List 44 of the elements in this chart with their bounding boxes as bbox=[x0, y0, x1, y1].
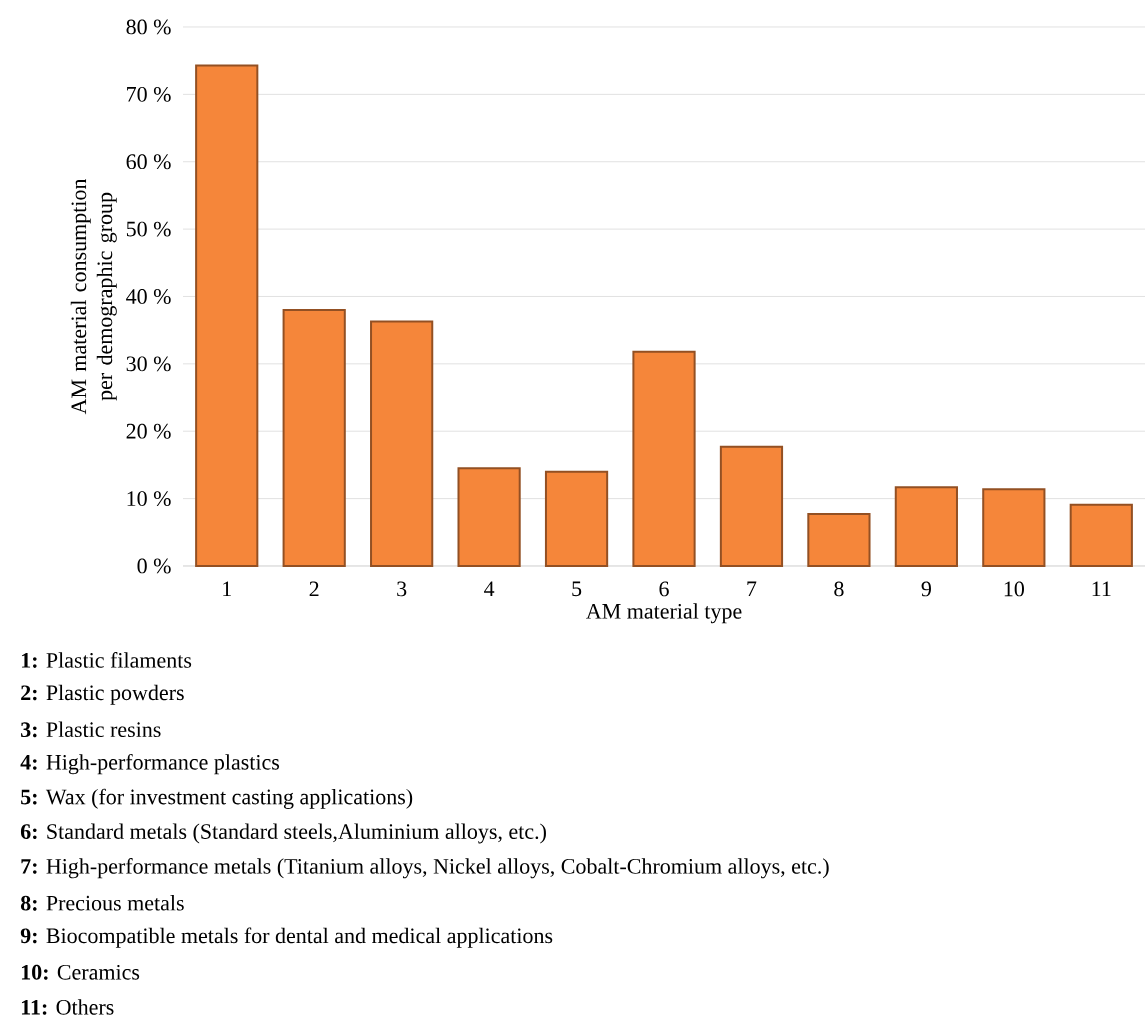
text: 11: Others bbox=[21, 999, 114, 1015]
bar bbox=[544, 470, 609, 567]
y-tick-label: 40 % bbox=[126, 289, 171, 304]
y-tick-label: 50 % bbox=[126, 221, 171, 237]
x-tick-label: 5 bbox=[572, 581, 582, 597]
y-axis-title: AM material consumption per demographic group bbox=[70, 178, 117, 415]
text: 8: Precious metals bbox=[20, 895, 184, 911]
text: 4: High-performance plastics bbox=[20, 753, 280, 775]
x-axis-title: AM material type bbox=[586, 603, 742, 624]
y-tick-label: 20 % bbox=[126, 423, 171, 439]
text: 7: High-performance metals (Titanium alloys, Nickel alloys, Cobalt-Chromium alloys, etc.) bbox=[21, 858, 829, 879]
bar bbox=[1069, 503, 1133, 567]
x-tick-label: 3 bbox=[397, 581, 407, 597]
x-tick-label: 4 bbox=[484, 581, 495, 596]
text: 1: Plastic filaments bbox=[21, 652, 192, 668]
bar bbox=[632, 350, 696, 567]
x-tick-label: 10 bbox=[1004, 581, 1024, 597]
bar bbox=[457, 467, 521, 567]
y-tick-label: 60 % bbox=[126, 154, 171, 170]
y-tick-label: 0 % bbox=[137, 558, 171, 574]
bar bbox=[195, 64, 259, 567]
y-tick-label: 30 % bbox=[126, 356, 171, 372]
x-tick-label: 2 bbox=[309, 581, 319, 597]
text: 5: Wax (for investment casting applications) bbox=[21, 788, 413, 809]
bar bbox=[807, 513, 871, 567]
x-tick-label: 11 bbox=[1092, 581, 1111, 597]
bar bbox=[719, 445, 784, 567]
x-tick-label: 9 bbox=[921, 581, 931, 597]
bar bbox=[370, 320, 434, 567]
y-tick-label: 10 % bbox=[127, 491, 171, 507]
text: 3: Plastic resins bbox=[21, 721, 161, 738]
bar bbox=[894, 486, 958, 567]
x-tick-label: 7 bbox=[747, 581, 757, 596]
x-tick-label: 6 bbox=[659, 581, 669, 597]
y-tick-label: 70 % bbox=[127, 86, 171, 102]
text: 10: Ceramics bbox=[21, 964, 140, 980]
y-tick-label: 80 % bbox=[126, 19, 171, 35]
x-tick-label: 8 bbox=[834, 581, 844, 597]
text: 2: Plastic powders bbox=[21, 684, 184, 705]
text: 6: Standard metals (Standard steels,Aluminium alloys, etc.) bbox=[20, 823, 546, 844]
text: 9: Biocompatible metals for dental and medical applications bbox=[20, 927, 553, 948]
bar bbox=[982, 488, 1046, 567]
x-tick-label: 1 bbox=[223, 581, 231, 597]
bar bbox=[282, 308, 346, 567]
